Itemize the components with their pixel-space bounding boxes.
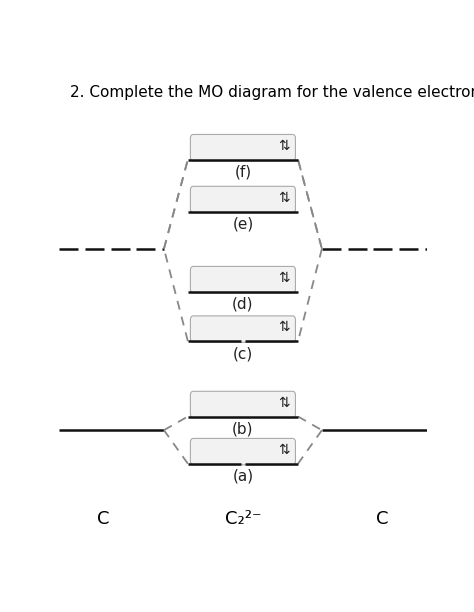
FancyBboxPatch shape — [191, 135, 295, 161]
FancyBboxPatch shape — [191, 266, 295, 293]
Text: ⇅: ⇅ — [279, 395, 290, 409]
FancyBboxPatch shape — [191, 316, 295, 342]
FancyBboxPatch shape — [191, 186, 295, 213]
Text: ⇅: ⇅ — [279, 442, 290, 457]
Text: 2. Complete the MO diagram for the valence electrons in C₂²⁻.: 2. Complete the MO diagram for the valen… — [70, 85, 474, 100]
Text: (a): (a) — [232, 469, 254, 484]
Text: C: C — [376, 510, 389, 528]
Text: (b): (b) — [232, 422, 254, 437]
Text: ⇅: ⇅ — [279, 320, 290, 334]
Text: ⇅: ⇅ — [279, 139, 290, 153]
Text: (e): (e) — [232, 217, 254, 232]
Text: ⇅: ⇅ — [279, 271, 290, 285]
Text: (f): (f) — [234, 165, 252, 180]
FancyBboxPatch shape — [191, 391, 295, 417]
Text: C: C — [97, 510, 109, 528]
Text: ⇅: ⇅ — [279, 190, 290, 204]
Text: (d): (d) — [232, 297, 254, 312]
FancyBboxPatch shape — [191, 438, 295, 465]
Text: (c): (c) — [233, 346, 253, 361]
Text: C₂²⁻: C₂²⁻ — [225, 510, 261, 528]
